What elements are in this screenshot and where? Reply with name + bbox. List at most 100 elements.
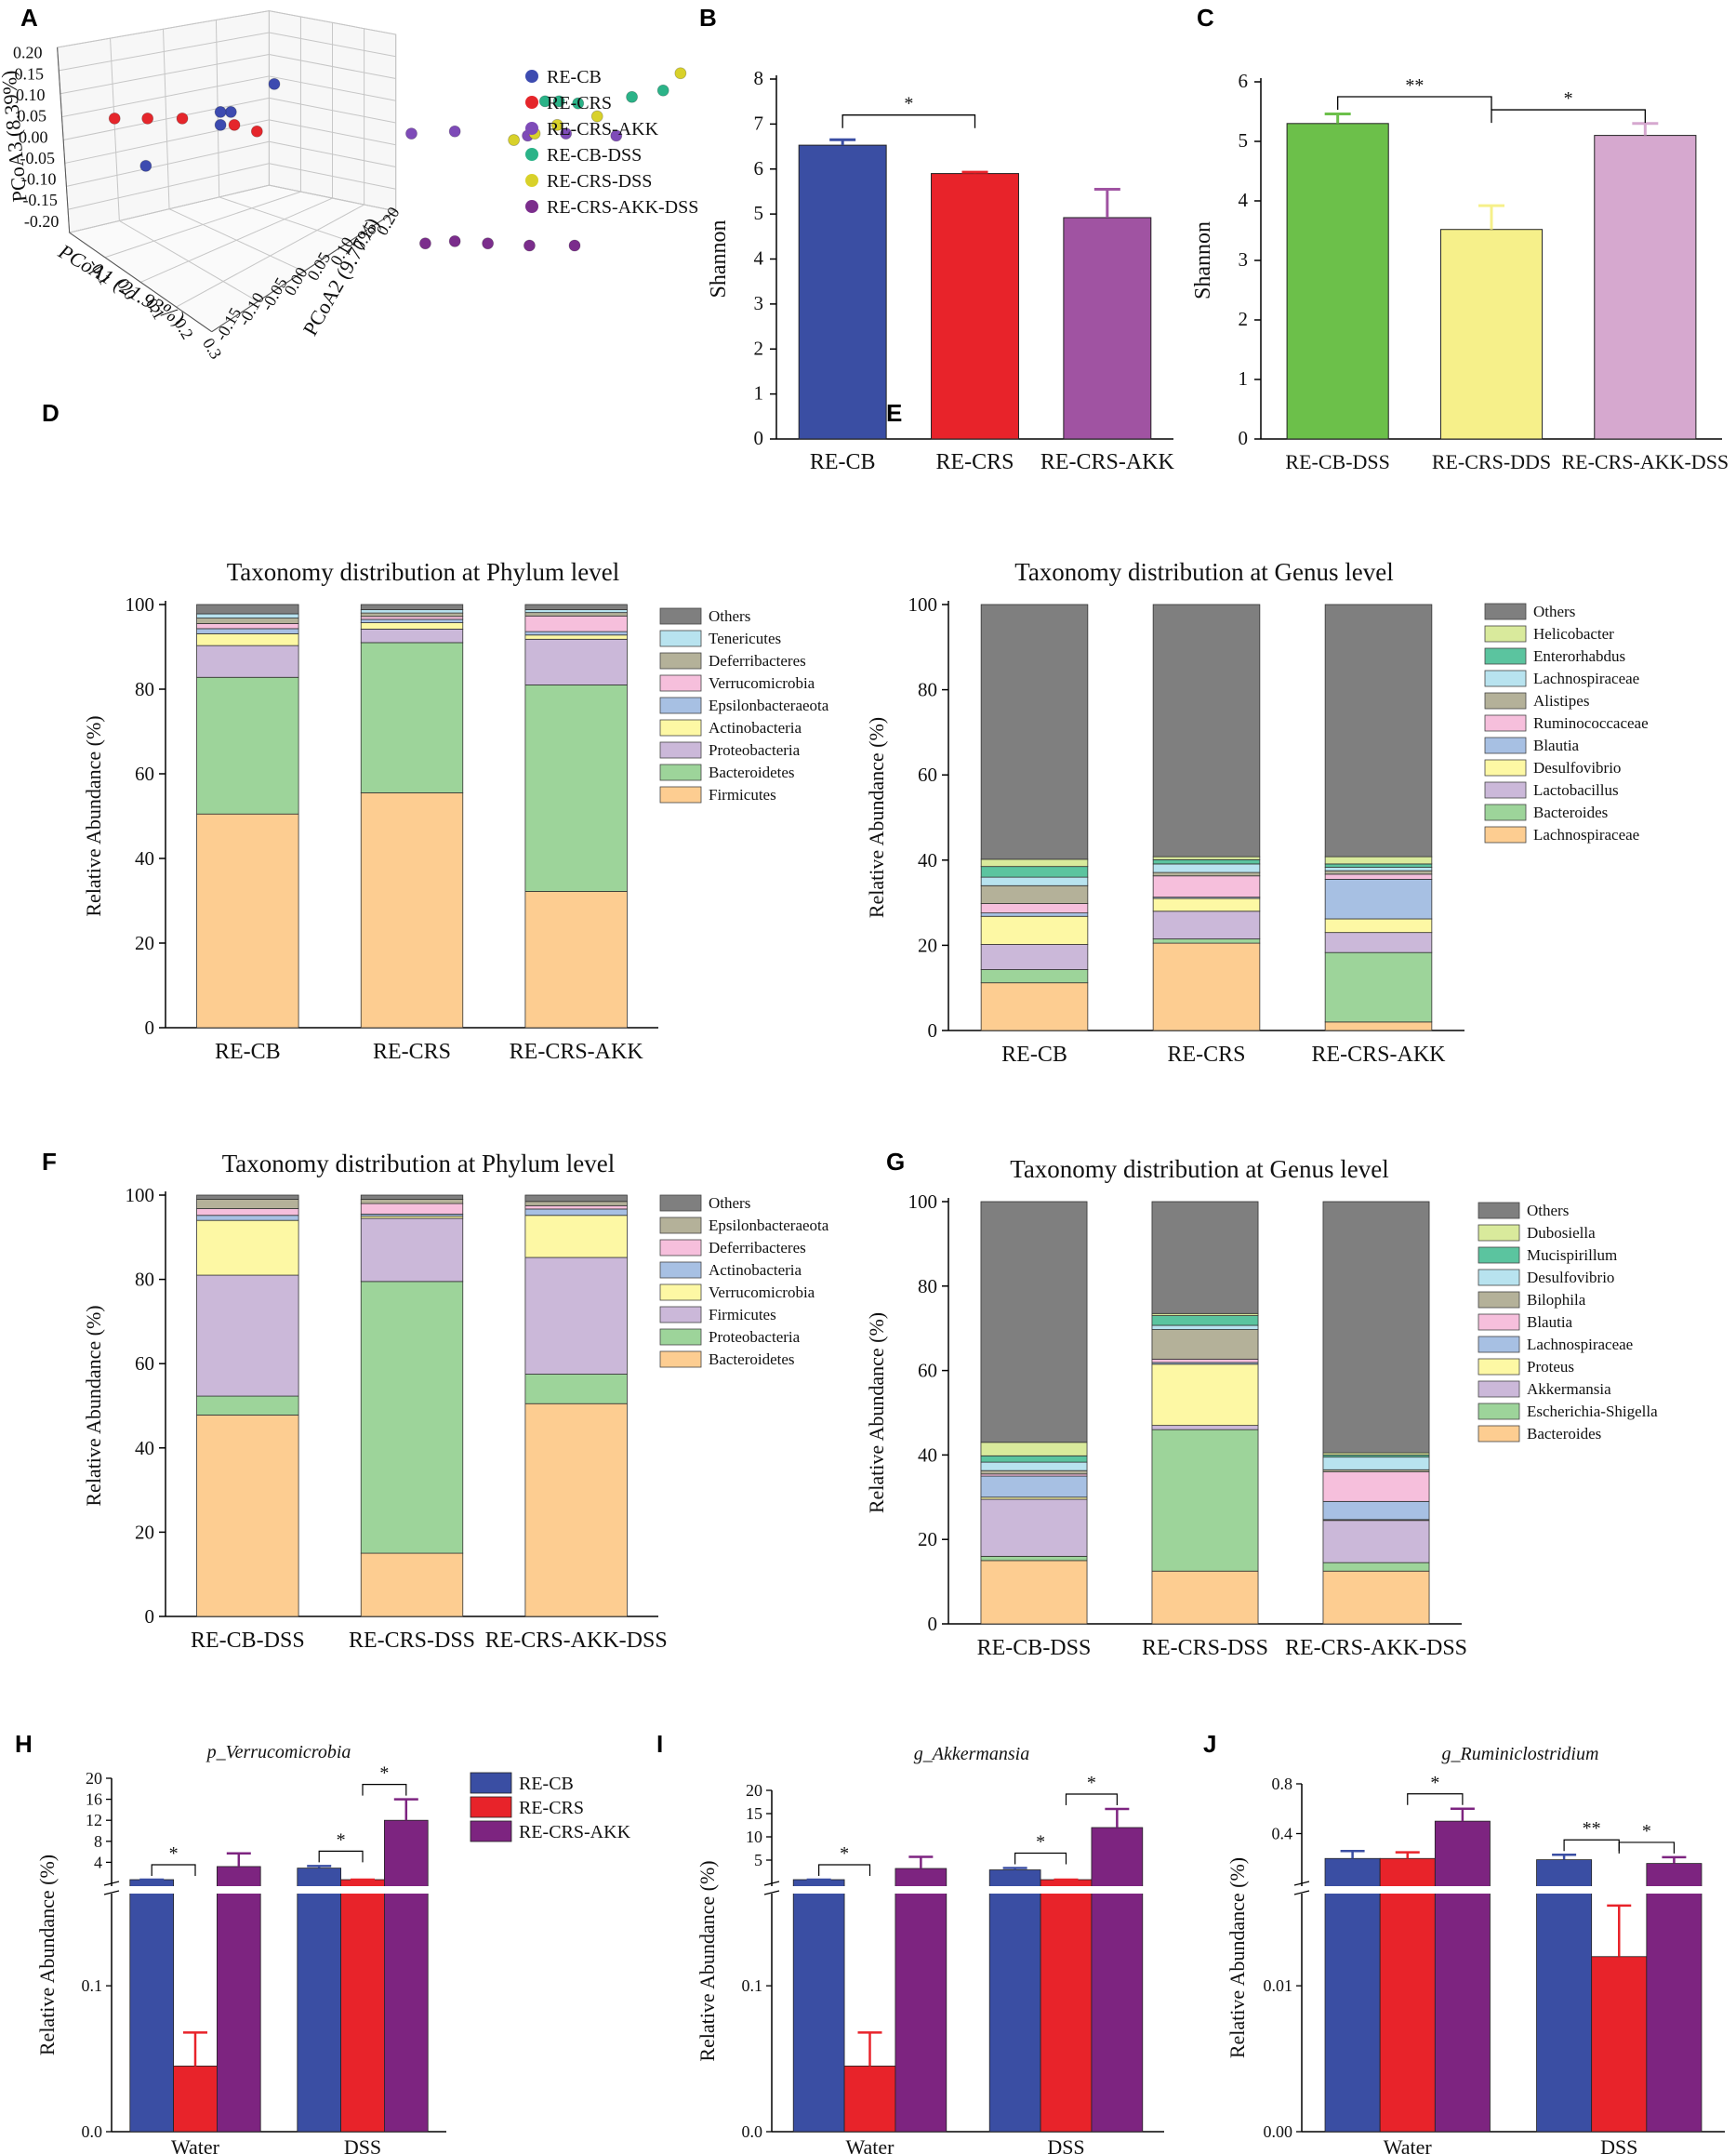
segment-lactobacillus (1324, 932, 1433, 953)
legend-swatch-proteus (1478, 1358, 1520, 1376)
pcoa-point-re-cb-dss (626, 90, 638, 103)
legend-swatch-lachnospiraceae (1478, 1336, 1520, 1353)
chart-title: g_Akkermansia (914, 1744, 1029, 1764)
pcoa-grid-line (176, 204, 364, 308)
segment-tenericutes (524, 609, 628, 614)
y-tick-label: 5 (754, 202, 764, 224)
panel-letter-g: G (886, 1148, 905, 1176)
legend-label-blautia: Blautia (1533, 737, 1580, 754)
y-tick-label: 20 (918, 1528, 937, 1550)
legend-swatch-escherichia-shigella (1478, 1403, 1520, 1420)
x-category-label: RE-CB-DSS (191, 1629, 305, 1653)
segment-deferribacteres (524, 1204, 628, 1210)
x-category-label: RE-CB-DSS (977, 1636, 1092, 1660)
legend-label-deferribacteres: Deferribacteres (709, 652, 806, 670)
y-axis-label: Relative Abundance (%) (82, 1305, 105, 1506)
y-tick-label: 0.8 (1272, 1775, 1293, 1793)
segment-others (980, 1201, 1088, 1443)
segment-lachnospiraceae (980, 982, 1089, 1031)
legend-label-lactobacillus: Lactobacillus (1533, 781, 1619, 799)
pcoa-point-re-cb (214, 118, 227, 131)
legend-swatch-others (659, 1194, 702, 1212)
segment-desulfovibrio (980, 1461, 1088, 1471)
panel-letter-i: I (656, 1730, 663, 1758)
segment-epsilonbacteraeota (524, 631, 628, 636)
legend-label-lachnospiraceae: Lachnospiraceae (1533, 670, 1639, 687)
segment-enterorhabdus (1324, 863, 1433, 868)
legend-label-lachnospiraceae: Lachnospiraceae (1533, 826, 1639, 844)
segment-dubosiella (980, 1442, 1088, 1456)
y-tick-label: 4 (94, 1853, 102, 1871)
significance-bracket (1065, 1793, 1118, 1805)
significance-marker: * (1642, 1821, 1651, 1842)
segment-blautia (1151, 1358, 1259, 1363)
significance-bracket (1337, 96, 1492, 110)
segment-firmicutes (524, 891, 628, 1029)
legend-label-bacteroides: Bacteroides (1533, 804, 1608, 821)
segment-alistipes (1152, 871, 1261, 877)
segment-bacteroidetes (196, 1415, 299, 1617)
pcoa-point-re-cb-dss (656, 84, 669, 97)
y-tick-label: 8 (754, 67, 764, 89)
panel-letter-b: B (699, 4, 717, 32)
segment-ruminococcaceae (980, 903, 1089, 913)
y-tick-label: 8 (94, 1832, 102, 1851)
segment-others (1152, 604, 1261, 858)
axis-break-mark (763, 1881, 780, 1886)
panel-f-phylum-dss-stacked-chart: Taxonomy distribution at Phylum level 0 20… (82, 1150, 829, 1653)
pcoa-x-axis (69, 232, 213, 333)
bar-re-crs-akk-water (895, 1868, 948, 2133)
segment-actinobacteria (524, 1208, 628, 1217)
legend-swatch-ruminococcaceae (1484, 714, 1527, 732)
legend-label-deferribacteres: Deferribacteres (709, 1239, 806, 1256)
panel-h-verrucomicrobia-chart: p_Verrucomicrobia Relative Abundance (%) 4… (35, 1742, 631, 2154)
legend-swatch-alistipes (1484, 692, 1527, 710)
pcoa-z-tick-label: 0.10 (16, 86, 46, 104)
legend-label-bacteroidetes: Bacteroidetes (709, 1350, 795, 1368)
chart-title: Taxonomy distribution at Genus level (1014, 558, 1394, 586)
x-category-label: RE-CB (215, 1040, 281, 1064)
y-axis-label: Shannon (707, 220, 731, 299)
legend-label-verrucomicrobia: Verrucomicrobia (709, 674, 815, 692)
pcoa-point-re-crs-akk-dss (448, 234, 461, 247)
segment-alistipes (980, 884, 1089, 904)
pcoa-point-re-crs-akk-dss (482, 237, 495, 250)
significance-marker: * (1036, 1832, 1045, 1853)
legend-swatch-desulfovibrio (1484, 759, 1527, 777)
y-axis-label: Relative Abundance (%) (82, 715, 105, 916)
segment-mucispirillum (1151, 1315, 1259, 1326)
legend-swatch-re-crs-akk (525, 122, 538, 135)
legend-label-epsilonbacteraeota: Epsilonbacteraeota (709, 1217, 829, 1234)
panel-letter-a: A (20, 4, 38, 32)
legend-swatch-re-cb (525, 70, 538, 83)
legend-swatch-verrucomicrobia (659, 1283, 702, 1301)
legend-swatch-bacteroides (1484, 804, 1527, 821)
segment-epsilonbacteraeota (196, 1199, 299, 1209)
segment-escherichia-shigella (1322, 1562, 1430, 1572)
segment-firmicutes (524, 1256, 628, 1375)
pcoa-point-re-cb-dss (572, 97, 585, 110)
legend-label-re-crs-akk-dss: RE-CRS-AKK-DSS (547, 197, 698, 218)
segment-bacteroidetes (196, 676, 299, 815)
y-tick-label: 60 (918, 1360, 937, 1382)
segment-proteobacteria (524, 638, 628, 685)
pcoa-grid-line (57, 10, 270, 48)
legend-swatch-others (1484, 603, 1527, 620)
segment-proteobacteria (524, 1374, 628, 1404)
legend-swatch-verrucomicrobia (659, 674, 702, 692)
segment-escherichia-shigella (1151, 1429, 1259, 1572)
legend-swatch-proteobacteria (659, 1328, 702, 1346)
pcoa-point-re-crs-akk-dss (523, 239, 536, 252)
bar-re-crs-dss (1040, 1879, 1093, 2133)
panel-d-phylum-stacked-chart: Taxonomy distribution at Phylum level 0 20… (82, 558, 829, 1064)
legend-label-verrucomicrobia: Verrucomicrobia (709, 1283, 815, 1301)
significance-bracket (1407, 1793, 1464, 1805)
y-tick-label: 15 (746, 1804, 762, 1823)
segment-alistipes (1324, 870, 1433, 875)
legend-swatch-deferribacteres (659, 652, 702, 670)
y-tick-label: 0 (928, 1019, 938, 1042)
legend-label-bacteroidetes: Bacteroidetes (709, 764, 795, 781)
pcoa-point-re-cb (139, 159, 152, 172)
y-tick-label: 0.0 (742, 2122, 763, 2141)
pcoa-grid-line (219, 196, 351, 242)
